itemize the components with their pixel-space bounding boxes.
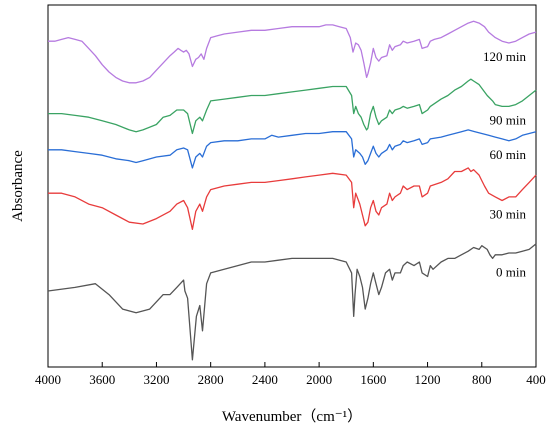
x-tick-label: 1200 — [415, 372, 441, 387]
x-tick-label: 800 — [472, 372, 492, 387]
series-line-60-min — [48, 129, 537, 169]
x-tick-label: 4000 — [35, 372, 61, 387]
series-line-120-min — [48, 20, 537, 84]
x-tick-label: 2400 — [252, 372, 278, 387]
series-label-60-min: 60 min — [490, 147, 527, 162]
series-line-0-min — [47, 243, 537, 361]
y-axis-title: Absorbance — [10, 150, 26, 222]
series-line-30-min — [48, 167, 537, 231]
x-ticks: 4000 3600 3200 2800 2400 2000 1600 1200 800 400 — [35, 362, 546, 387]
series-label-30-min: 30 min — [490, 207, 527, 222]
x-axis-title: Wavenumber（cm⁻¹） — [222, 408, 362, 425]
x-tick-label: 2000 — [306, 372, 332, 387]
x-tick-label: 2800 — [198, 372, 224, 387]
series-label-0-min: 0 min — [496, 264, 526, 279]
series-group — [47, 20, 537, 361]
series-line-90-min — [48, 78, 537, 135]
plot-frame — [47, 4, 537, 368]
x-tick-label: 400 — [526, 372, 546, 387]
plot-area: 4000 3600 3200 2800 2400 2000 1600 1200 800 400 0… — [35, 4, 546, 387]
series-label-120-min: 120 min — [483, 49, 526, 64]
series-label-90-min: 90 min — [490, 112, 527, 127]
series-labels: 0 min 30 min 60 min 90 min 120 min — [483, 49, 526, 279]
x-tick-label: 3200 — [143, 372, 169, 387]
x-tick-label: 1600 — [360, 372, 386, 387]
x-tick-label: 3600 — [89, 372, 115, 387]
